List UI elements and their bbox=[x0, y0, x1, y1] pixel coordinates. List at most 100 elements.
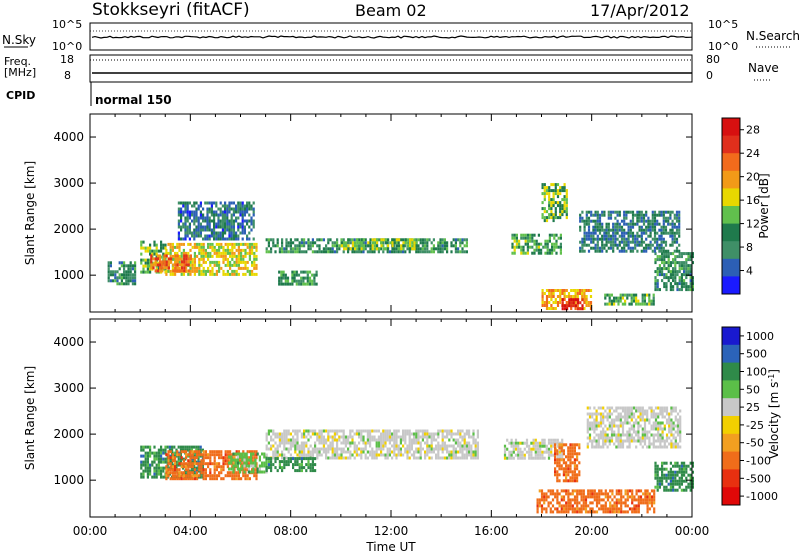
data-cell bbox=[582, 489, 585, 493]
data-cell bbox=[566, 304, 569, 308]
data-cell bbox=[426, 453, 429, 457]
data-cell bbox=[552, 438, 555, 442]
data-cell bbox=[670, 412, 673, 416]
data-cell bbox=[612, 210, 615, 214]
data-cell bbox=[298, 247, 301, 251]
data-cell bbox=[366, 456, 369, 460]
data-cell bbox=[213, 201, 216, 205]
data-cell bbox=[219, 219, 222, 223]
data-cell bbox=[689, 479, 692, 483]
data-cell bbox=[554, 186, 557, 190]
data-cell bbox=[421, 435, 424, 439]
data-cell bbox=[397, 450, 400, 454]
data-cell bbox=[358, 241, 361, 245]
power-colorbar-tick-label: 4 bbox=[746, 265, 753, 278]
data-cell bbox=[605, 249, 608, 253]
data-cell bbox=[202, 207, 205, 211]
data-cell bbox=[662, 213, 665, 217]
data-cell bbox=[120, 261, 123, 265]
data-cell bbox=[176, 471, 179, 475]
data-cell bbox=[382, 241, 385, 245]
data-cell bbox=[213, 263, 216, 267]
data-cell bbox=[623, 234, 626, 238]
data-cell bbox=[441, 438, 444, 442]
data-cell bbox=[320, 438, 323, 442]
data-cell bbox=[182, 201, 185, 205]
data-cell bbox=[428, 450, 431, 454]
data-cell bbox=[351, 238, 354, 242]
data-cell bbox=[397, 453, 400, 457]
data-cell bbox=[196, 450, 199, 454]
data-cell bbox=[382, 453, 385, 457]
data-cell bbox=[377, 438, 380, 442]
data-cell bbox=[523, 456, 526, 460]
data-cell bbox=[661, 433, 664, 437]
data-cell bbox=[294, 450, 297, 454]
data-cell bbox=[171, 248, 174, 252]
data-cell bbox=[303, 450, 306, 454]
data-cell bbox=[308, 276, 312, 280]
data-cell bbox=[289, 250, 292, 254]
data-cell bbox=[446, 435, 449, 439]
data-cell bbox=[232, 201, 235, 205]
data-cell bbox=[424, 432, 427, 436]
data-cell bbox=[284, 282, 287, 286]
data-cell bbox=[609, 216, 613, 220]
data-cell bbox=[297, 273, 301, 277]
data-cell bbox=[645, 219, 648, 223]
data-cell bbox=[543, 219, 546, 223]
data-cell bbox=[623, 210, 626, 214]
data-cell bbox=[602, 442, 605, 446]
data-cell bbox=[167, 471, 170, 475]
data-cell bbox=[559, 233, 562, 237]
data-cell bbox=[596, 222, 599, 226]
data-cell bbox=[248, 254, 251, 258]
data-cell bbox=[576, 501, 579, 505]
data-cell bbox=[548, 216, 551, 220]
data-cell bbox=[146, 454, 149, 458]
data-cell bbox=[375, 456, 378, 460]
data-cell bbox=[253, 245, 256, 249]
data-cell bbox=[289, 244, 292, 248]
data-cell bbox=[632, 299, 635, 303]
data-cell bbox=[430, 447, 433, 451]
data-cell bbox=[191, 269, 194, 273]
data-cell bbox=[654, 461, 657, 465]
data-cell bbox=[187, 471, 190, 475]
data-cell bbox=[673, 237, 676, 241]
data-cell bbox=[619, 412, 622, 416]
data-cell bbox=[659, 421, 662, 425]
data-cell bbox=[311, 450, 314, 454]
data-cell bbox=[678, 231, 681, 235]
data-cell bbox=[347, 435, 350, 439]
data-cell bbox=[558, 453, 562, 457]
data-cell bbox=[189, 254, 192, 258]
data-cell bbox=[189, 471, 192, 475]
data-cell bbox=[340, 435, 343, 439]
data-cell bbox=[634, 213, 637, 217]
data-cell bbox=[629, 240, 632, 244]
data-cell bbox=[574, 289, 577, 292]
data-cell bbox=[476, 429, 479, 433]
data-cell bbox=[114, 273, 117, 277]
data-cell bbox=[567, 504, 570, 508]
data-cell bbox=[189, 474, 192, 478]
data-cell bbox=[283, 444, 286, 448]
data-cell bbox=[120, 279, 123, 283]
data-cell bbox=[316, 244, 319, 248]
data-cell bbox=[629, 225, 632, 229]
data-cell bbox=[526, 248, 529, 252]
data-cell bbox=[230, 216, 233, 220]
data-cell bbox=[594, 213, 597, 217]
data-cell bbox=[393, 238, 396, 242]
data-cell bbox=[545, 298, 549, 301]
data-cell bbox=[322, 429, 325, 433]
data-cell bbox=[174, 254, 177, 258]
data-cell bbox=[653, 507, 656, 511]
data-cell bbox=[585, 298, 588, 301]
data-cell bbox=[224, 450, 227, 454]
data-cell bbox=[680, 261, 683, 265]
data-cell bbox=[190, 469, 193, 473]
data-cell bbox=[174, 245, 177, 249]
data-cell bbox=[209, 456, 212, 460]
